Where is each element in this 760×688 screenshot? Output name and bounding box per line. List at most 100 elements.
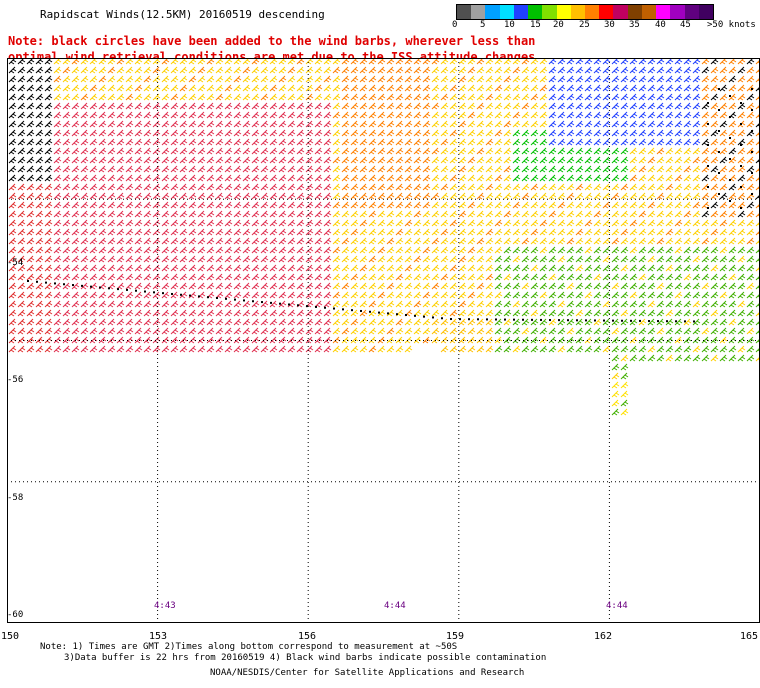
wind-barb [728, 282, 737, 290]
wind-barb [26, 273, 35, 281]
wind-barb [242, 102, 251, 110]
wind-barb [161, 129, 170, 137]
wind-barb [530, 174, 539, 182]
wind-barb [116, 264, 125, 272]
wind-barb [233, 291, 242, 299]
wind-barb [620, 372, 629, 380]
wind-barb [206, 255, 215, 263]
legend-swatch [670, 5, 685, 19]
wind-barb [161, 282, 170, 290]
wind-barb [431, 138, 440, 146]
wind-barb [197, 156, 206, 164]
wind-barb [683, 147, 692, 155]
contamination-circle [540, 318, 542, 321]
wind-barb [197, 192, 206, 200]
wind-barb [557, 282, 566, 290]
wind-barb [575, 327, 584, 335]
wind-barb [593, 93, 602, 101]
wind-barb [557, 84, 566, 92]
wind-barb [296, 282, 305, 290]
wind-barb [341, 219, 350, 227]
wind-barb [341, 345, 350, 353]
wind-barb [296, 120, 305, 128]
wind-barb [44, 201, 53, 209]
wind-barb [701, 228, 710, 236]
wind-barb [107, 138, 116, 146]
wind-barb [53, 147, 62, 155]
wind-barb [530, 111, 539, 119]
wind-barb [647, 93, 656, 101]
wind-barb [629, 174, 638, 182]
wind-barb [179, 309, 188, 317]
wind-barb [593, 246, 602, 254]
wind-barb [503, 300, 512, 308]
wind-barb [557, 327, 566, 335]
wind-barb [161, 327, 170, 335]
wind-barb [323, 345, 332, 353]
wind-barb [611, 372, 620, 380]
wind-barb [656, 192, 665, 200]
wind-barb [440, 345, 449, 353]
wind-barb [530, 228, 539, 236]
wind-barb [593, 66, 602, 74]
wind-barb [701, 66, 710, 74]
wind-barb [287, 219, 296, 227]
wind-barb [233, 120, 242, 128]
wind-barb [485, 273, 494, 281]
wind-barb [566, 138, 575, 146]
wind-barb [719, 165, 728, 173]
wind-barb [620, 228, 629, 236]
wind-barb [728, 255, 737, 263]
wind-barb [359, 174, 368, 182]
wind-barb [440, 264, 449, 272]
wind-barb [116, 93, 125, 101]
wind-barb [467, 219, 476, 227]
wind-barb [719, 93, 728, 101]
contamination-circle [729, 95, 731, 97]
wind-barb [395, 84, 404, 92]
contamination-circle [751, 88, 753, 90]
lat-label-56: -56 [7, 375, 24, 385]
wind-barb [665, 138, 674, 146]
wind-barb [323, 318, 332, 326]
wind-barb [71, 129, 80, 137]
wind-barb [26, 84, 35, 92]
wind-barb [404, 264, 413, 272]
wind-barb [422, 210, 431, 218]
wind-barb [53, 309, 62, 317]
wind-barb [44, 282, 53, 290]
wind-barb [530, 309, 539, 317]
wind-barb [449, 201, 458, 209]
wind-barb [458, 264, 467, 272]
wind-barb [746, 327, 755, 335]
wind-barb [692, 264, 701, 272]
wind-barb [359, 219, 368, 227]
wind-barb [548, 111, 557, 119]
wind-barb [512, 75, 521, 83]
contamination-circle [740, 165, 742, 167]
wind-barb [188, 201, 197, 209]
wind-barb [26, 102, 35, 110]
wind-barb [584, 237, 593, 245]
wind-barb [134, 66, 143, 74]
wind-barb [476, 147, 485, 155]
wind-barb [89, 273, 98, 281]
wind-barb [206, 336, 215, 344]
wind-barb [620, 174, 629, 182]
contamination-circle [567, 319, 569, 322]
wind-barb [377, 102, 386, 110]
wind-barb [98, 264, 107, 272]
wind-barb [404, 138, 413, 146]
wind-barb [503, 129, 512, 137]
wind-barb [620, 129, 629, 137]
wind-barb [35, 165, 44, 173]
wind-barb-swath [8, 58, 760, 416]
wind-barb [539, 255, 548, 263]
wind-barb [593, 327, 602, 335]
wind-barb [404, 345, 413, 353]
wind-barb [710, 354, 719, 362]
wind-barb [683, 102, 692, 110]
wind-barb [728, 156, 737, 164]
wind-barb [737, 156, 746, 164]
wind-barb [188, 300, 197, 308]
